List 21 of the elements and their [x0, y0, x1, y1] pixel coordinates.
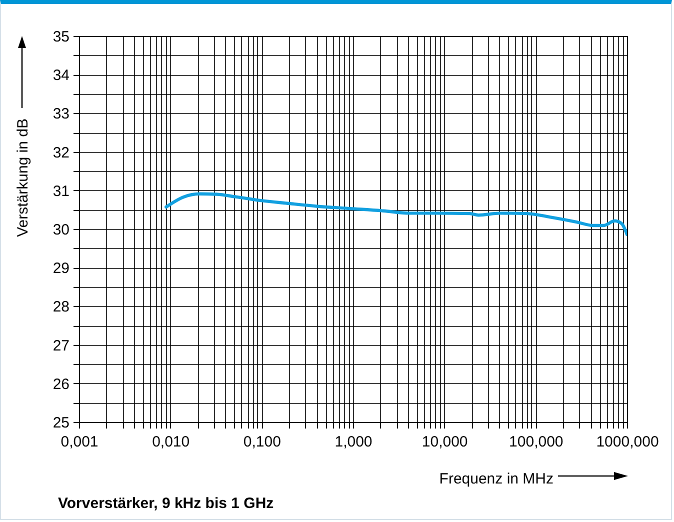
y-tick-label: 34	[52, 67, 70, 84]
x-tick-label: 1000,000	[596, 434, 659, 450]
y-tick-label: 28	[52, 298, 70, 316]
y-tick-label: 31	[52, 182, 70, 200]
x-tick-label: 0,010	[152, 434, 190, 450]
y-tick-label: 35	[52, 28, 70, 46]
y-tick-label: 26	[52, 376, 70, 393]
x-tick-label: 1,000	[334, 434, 372, 450]
x-tick-label: 100,000	[509, 434, 564, 450]
y-tick-label: 27	[52, 337, 70, 354]
x-tick-label: 0,001	[60, 434, 98, 450]
y-tick-label: 32	[52, 144, 70, 162]
y-axis-title: Verstärkung in dB	[14, 118, 32, 237]
y-tick-label: 25	[52, 414, 70, 432]
x-axis-title: Frequenz in MHz	[439, 470, 554, 488]
x-tick-label: 10,000	[422, 434, 468, 450]
y-tick-label: 30	[52, 222, 70, 238]
y-tick-label: 33	[52, 106, 70, 123]
x-tick-label: 0,100	[243, 434, 281, 450]
text: Vorverstärker, 9 kHz bis 1 GHz	[58, 495, 274, 512]
y-tick-label: 29	[52, 260, 70, 278]
